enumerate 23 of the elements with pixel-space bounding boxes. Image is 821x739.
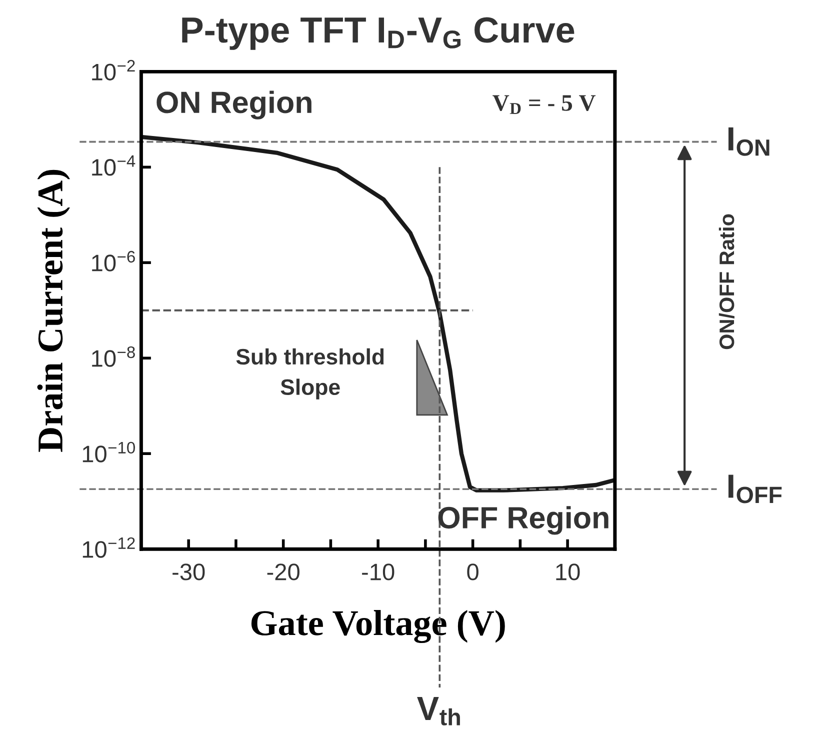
x-tick-label: 10	[556, 564, 580, 580]
text: ON/OFF Ratio	[718, 214, 734, 350]
y-tick-label: 10$^{−12}$	[82, 537, 135, 558]
x-axis-title: Gate Voltage (V)	[251, 610, 505, 644]
x-tick-label: -20	[267, 564, 300, 580]
annotation: OFF Region	[438, 506, 608, 535]
annotation: Sub threshold Slope	[236, 348, 384, 400]
y-tick-label: 10$^{−2}$	[92, 60, 135, 80]
x-tick-label: -10	[362, 564, 394, 580]
y-tick-label: 10$^{−4}$	[92, 155, 136, 176]
annotation: ON Region	[156, 90, 312, 120]
ref-line-label: I$_{ON}$	[728, 127, 770, 156]
ref-line-label: V$_{th}$	[417, 697, 460, 726]
ref-line-label: I$_{OFF}$	[728, 474, 782, 504]
y-tick-label: 10$^{−10}$	[82, 442, 135, 462]
y-axis-title: Drain Current (A)	[37, 170, 70, 452]
annotation: V$_{D}$ = - 5 V	[492, 95, 596, 114]
x-tick-label: -30	[172, 564, 205, 580]
line-series	[141, 134, 615, 492]
x-tick-label: 0	[467, 564, 478, 580]
y-tick-label: 10$^{−6}$	[92, 250, 135, 272]
chart-title: P-type TFT I$_{D}$-V$_{G}$ Curve	[182, 17, 574, 50]
y-tick-label: 10$^{−8}$	[92, 346, 135, 367]
